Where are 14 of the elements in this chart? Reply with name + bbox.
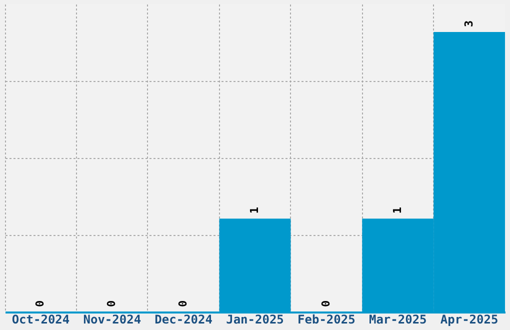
data-label: 0 (105, 300, 118, 307)
data-label: 0 (319, 300, 332, 307)
x-tick-label: Jan-2025 (226, 312, 284, 326)
data-label: 1 (248, 206, 261, 214)
x-tick-label: Feb-2025 (298, 312, 356, 326)
x-tick-label: Apr-2025 (440, 312, 498, 326)
x-tick-label: Dec-2024 (154, 312, 212, 326)
data-label: 0 (176, 300, 190, 307)
x-tick-label: Oct-2024 (12, 312, 70, 326)
x-tick-label: Mar-2025 (368, 312, 427, 326)
data-label: 1 (390, 206, 404, 214)
data-label: 3 (462, 20, 476, 27)
x-tick-label: Nov-2024 (83, 312, 142, 326)
data-label: 0 (34, 300, 47, 307)
